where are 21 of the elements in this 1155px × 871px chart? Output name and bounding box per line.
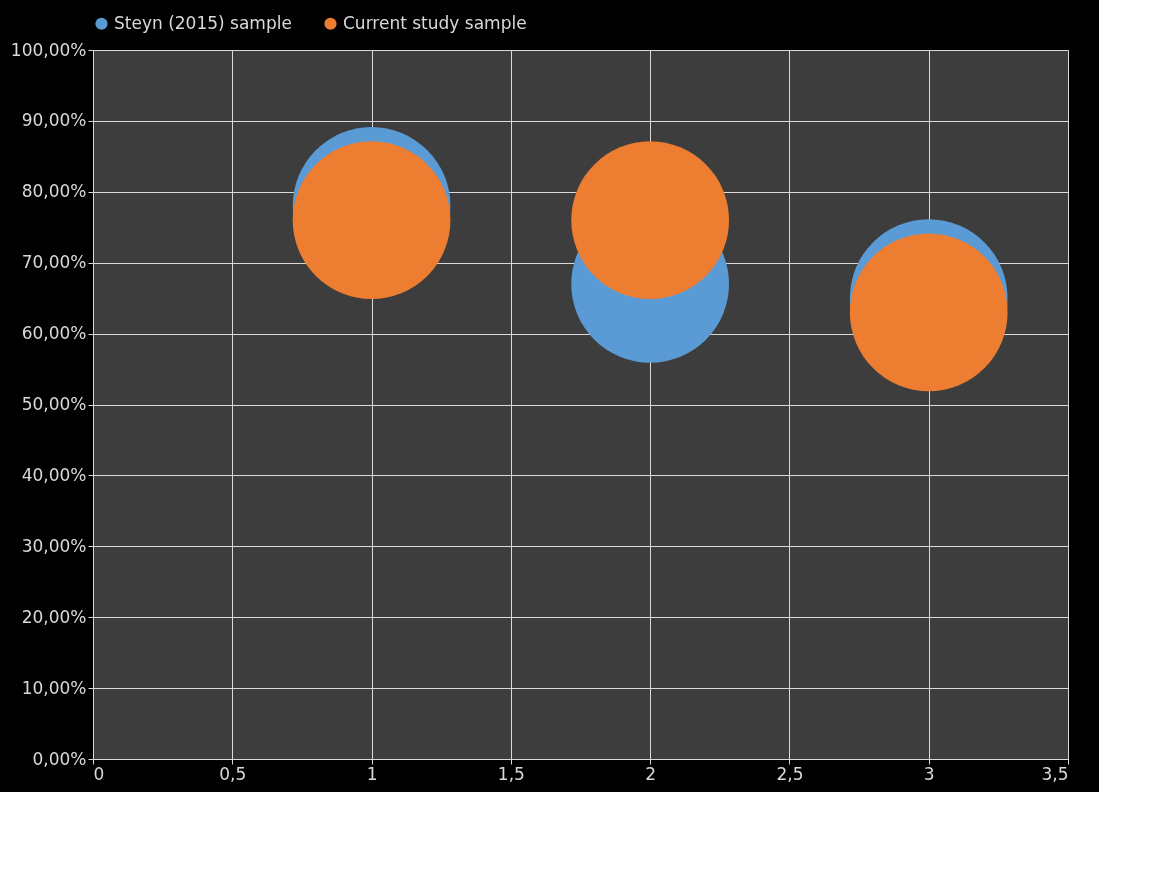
y-tick-label: 90,00% [21, 110, 87, 131]
x-tick-label: 3 [923, 763, 935, 784]
x-tick-label: 2 [645, 763, 657, 784]
y-tick-label: 20,00% [21, 606, 87, 627]
x-tick-label: 2,5 [776, 763, 804, 784]
x-tick-label: 1,5 [497, 763, 525, 784]
x-tick-label: 0 [93, 763, 105, 784]
y-tick-label: 0,00% [32, 748, 87, 769]
y-tick-label: 50,00% [21, 394, 87, 414]
y-tick-label: 100,00% [10, 39, 87, 60]
x-tick-label: 1 [366, 763, 378, 784]
y-tick-label: 70,00% [21, 252, 87, 273]
legend-label: Steyn (2015) sample [114, 12, 292, 33]
y-tick-label: 80,00% [21, 181, 87, 202]
y-tick-label: 10,00% [21, 677, 87, 698]
y-tick-label: 40,00% [21, 464, 87, 485]
x-tick-label: 0,5 [219, 763, 247, 784]
legend-label: Current study sample [343, 12, 527, 33]
y-tick-label: 60,00% [21, 323, 87, 344]
y-tick-label: 30,00% [21, 535, 87, 556]
x-tick-label: 3,5 [1041, 763, 1069, 784]
